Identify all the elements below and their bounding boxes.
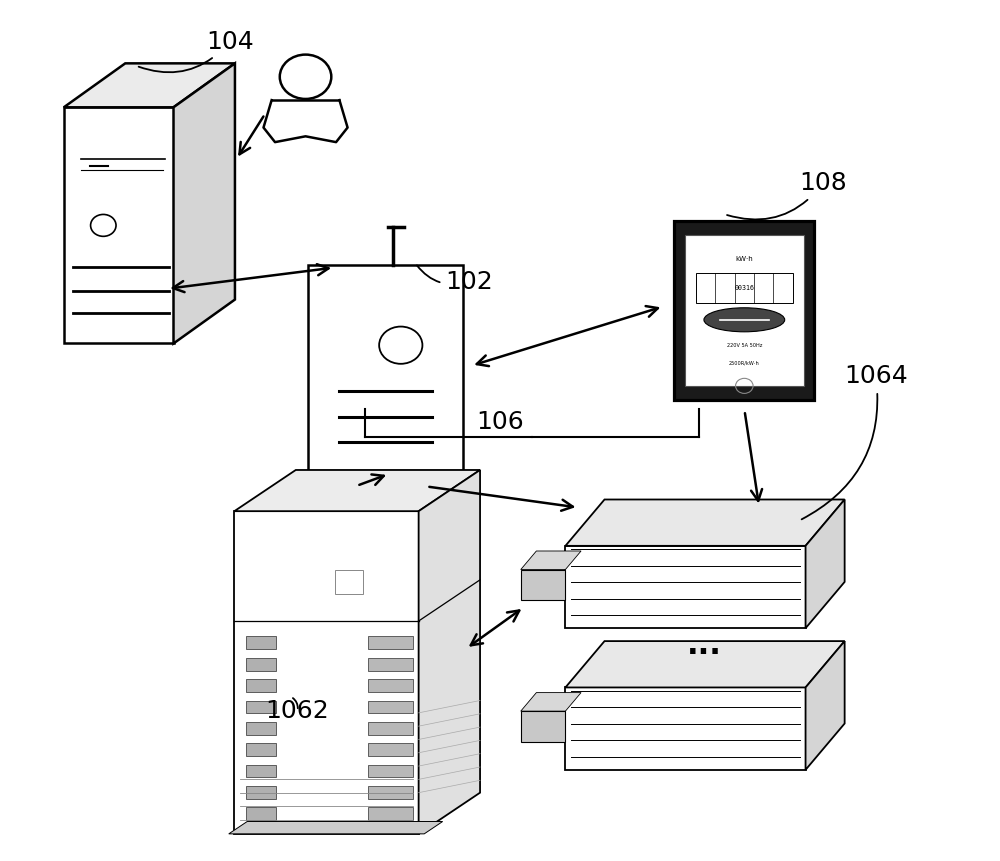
- FancyBboxPatch shape: [308, 265, 463, 475]
- Text: 1062: 1062: [266, 698, 329, 723]
- Polygon shape: [521, 692, 581, 711]
- FancyBboxPatch shape: [521, 711, 565, 742]
- FancyBboxPatch shape: [335, 569, 363, 593]
- Text: 108: 108: [727, 171, 847, 220]
- FancyBboxPatch shape: [674, 221, 814, 400]
- FancyBboxPatch shape: [368, 636, 413, 649]
- FancyBboxPatch shape: [685, 235, 804, 386]
- Polygon shape: [234, 511, 419, 833]
- Polygon shape: [565, 687, 806, 770]
- Polygon shape: [64, 108, 174, 344]
- Text: 102: 102: [417, 265, 493, 294]
- FancyBboxPatch shape: [246, 743, 276, 756]
- FancyBboxPatch shape: [368, 786, 413, 799]
- Polygon shape: [806, 499, 845, 629]
- FancyBboxPatch shape: [246, 701, 276, 713]
- Polygon shape: [174, 64, 235, 344]
- FancyBboxPatch shape: [368, 808, 413, 821]
- Text: 106: 106: [476, 410, 524, 434]
- Text: 00316: 00316: [734, 285, 754, 291]
- Polygon shape: [806, 641, 845, 770]
- FancyBboxPatch shape: [246, 658, 276, 671]
- Polygon shape: [565, 546, 806, 629]
- Text: kW·h: kW·h: [735, 256, 753, 262]
- Polygon shape: [565, 641, 845, 687]
- Polygon shape: [64, 64, 235, 108]
- Polygon shape: [521, 551, 581, 569]
- Ellipse shape: [704, 307, 785, 331]
- Polygon shape: [229, 821, 443, 833]
- FancyBboxPatch shape: [368, 722, 413, 734]
- FancyBboxPatch shape: [368, 743, 413, 756]
- FancyBboxPatch shape: [696, 273, 793, 303]
- FancyBboxPatch shape: [246, 679, 276, 692]
- Polygon shape: [565, 499, 845, 546]
- FancyBboxPatch shape: [246, 786, 276, 799]
- FancyBboxPatch shape: [246, 765, 276, 777]
- Text: 104: 104: [139, 29, 254, 72]
- Text: 1064: 1064: [802, 364, 908, 519]
- FancyBboxPatch shape: [368, 765, 413, 777]
- FancyBboxPatch shape: [368, 658, 413, 671]
- Polygon shape: [234, 470, 480, 511]
- Text: 220V 5A 50Hz: 220V 5A 50Hz: [727, 343, 762, 348]
- FancyBboxPatch shape: [521, 569, 565, 600]
- Text: ···: ···: [687, 639, 722, 668]
- FancyBboxPatch shape: [368, 679, 413, 692]
- FancyBboxPatch shape: [368, 701, 413, 713]
- Text: 2500R/kW·h: 2500R/kW·h: [729, 360, 760, 365]
- FancyBboxPatch shape: [246, 808, 276, 821]
- FancyBboxPatch shape: [246, 722, 276, 734]
- FancyBboxPatch shape: [246, 636, 276, 649]
- Polygon shape: [419, 470, 480, 833]
